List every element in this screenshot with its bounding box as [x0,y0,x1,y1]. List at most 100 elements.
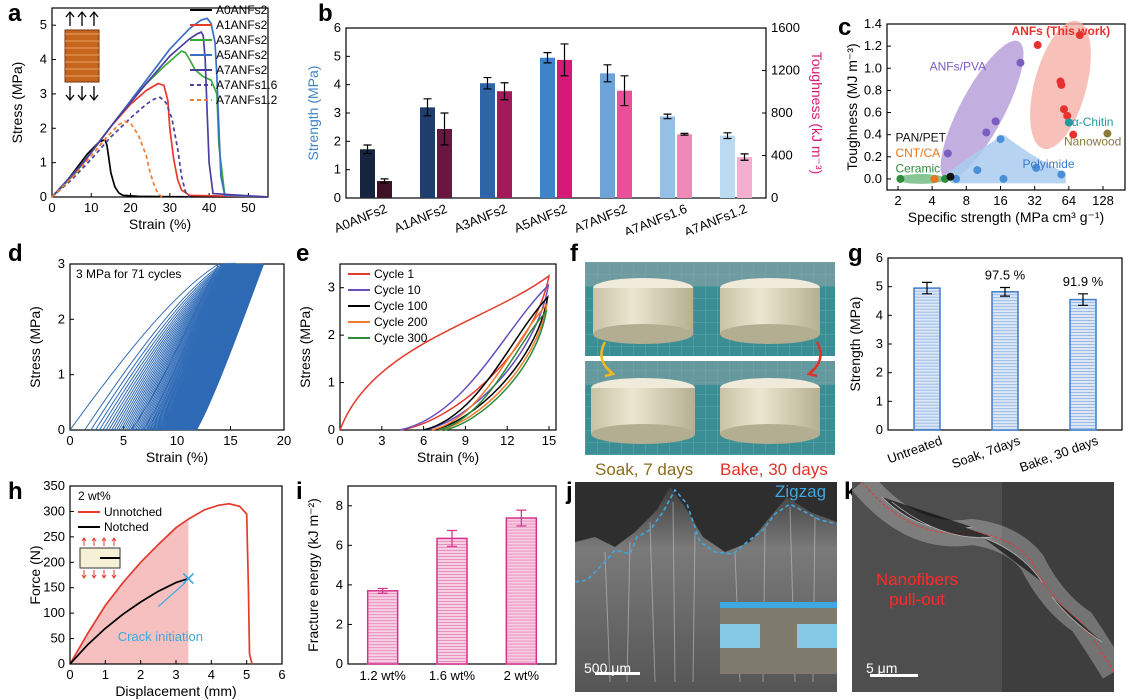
bar [436,537,468,665]
data-point-ceramic [896,174,905,183]
plot-frame [345,27,767,199]
strength-bar [540,57,555,198]
x-tick-label: 50 [241,200,255,215]
x-axis-label: Strain (%) [417,449,479,465]
x-category-label: A7ANFs1.6 [622,201,689,235]
data-point-anfspva [991,117,1000,126]
y-tick-label: 6 [334,20,341,35]
data-point-cntca [930,174,939,183]
sem-image-k [852,482,1114,692]
error-bar [723,132,732,140]
notch-arrow [81,537,87,579]
y-tick-label: 0 [58,422,65,437]
x-category-label: A3ANFs2 [452,201,509,235]
y-tick-label: 200 [43,554,65,569]
plot-frame [886,23,1126,191]
y-tick-label: 3 [40,86,47,101]
notch-arrow [91,537,97,579]
legend-label: Notched [104,520,149,534]
y-tick-label: 5 [40,17,47,32]
y-tick-label: 5 [334,48,341,63]
y-tick-label: 5 [876,279,883,294]
panel-label-g: g [848,240,863,267]
chart-g-durability: 0 1 2 3 4 5 6 Strength (MPa) Untreated 97.5 % Soak… [847,250,1123,472]
y-tick-label: 2 [876,365,883,380]
legend-label: A7ANFs1.6 [216,78,278,92]
x-tick-label: 20 [123,200,137,215]
y-tick-label: 6 [876,250,883,265]
data-point-anfsthiswork [1063,111,1072,120]
data-point-anfspva [943,149,952,158]
notch-arrow [101,537,107,579]
x-tick-label: 40 [202,200,216,215]
x-tick-label: 64 [1062,193,1076,208]
y-tick-label: 0 [876,422,883,437]
chart-a-stress-strain: 0 10 20 30 40 50 0 1 2 3 4 5 Strain (%) Stress (MPa) A… [9,3,278,232]
bar [1069,298,1097,431]
legend-label: A3ANFs2 [216,33,268,47]
y-tick-label: 1.2 [864,38,882,53]
series-line [69,577,189,665]
sem-image-j [575,482,837,692]
y2-tick-label: 400 [771,148,793,163]
sem-k-label: Nanofibers pull-out [875,570,959,609]
panel-label-a: a [8,0,22,27]
y-tick-label: 8 [336,498,343,513]
data-point-anfsthiswork [1059,105,1068,114]
x-category-label: A7ANFs2 [572,201,629,235]
y-tick-label: 0 [328,422,335,437]
inset-sample [64,29,100,83]
y-axis-label: Toughness (MJ m⁻³) [844,43,860,170]
y2-tick-label: 0 [771,190,778,205]
x-tick-label: 3 [172,667,179,682]
group-label: Polyimide [1022,157,1074,171]
strength-bar [600,73,615,198]
toughness-bar [737,157,752,198]
panel-label-f: f [570,240,578,267]
y-tick-label: 0 [58,656,65,671]
y-tick-label: 3 [334,105,341,120]
x-category-label: 1.2 wt% [360,668,407,683]
data-point-polyimide [999,174,1008,183]
panel-label-e: e [296,240,310,267]
data-point-polyimide [1057,170,1066,179]
error-bar [680,132,689,136]
data-point-panpet [946,172,955,181]
cycle-curve [69,262,220,431]
cycle-curve [431,301,549,431]
group-label: α-Chitin [1072,115,1114,129]
region-anfs-pva [940,40,1024,180]
legend-label: A0ANFs2 [216,3,268,17]
group-label: Ceramic [895,161,940,175]
strength-bar [420,107,435,198]
bar [366,590,399,665]
strength-bar [360,149,375,198]
y-tick-label: 2 [58,311,65,326]
panel-label-c: c [838,14,852,41]
y-tick-label: 1 [58,367,65,382]
y-tick-label: 2 [40,120,47,135]
bar [505,517,538,665]
error-bar [922,281,932,295]
error-bar [1078,293,1088,306]
y-tick-label: 2 [328,327,335,342]
sem-k-illustration [852,482,1114,692]
x-axis-label: Strain (%) [146,449,208,465]
y-tick-label: 2 [336,616,343,631]
notch-arrow [111,537,117,579]
energy-area [70,519,189,664]
x-category-label: A7ANFs1.2 [682,201,749,235]
data-label: 97.5 % [985,268,1026,283]
series-line [51,96,191,198]
y-tick-label: 300 [43,503,65,518]
error-bar [423,98,432,117]
y-tick-label: 0 [336,656,343,671]
x-tick-label: 8 [963,193,970,208]
x-tick-label: 4 [208,667,215,682]
error-bar [603,64,612,83]
crack-arrow [157,582,186,608]
y-tick-label: 3 [876,336,883,351]
legend-label: A1ANFs2 [216,18,268,32]
y-tick-label: 100 [43,605,65,620]
